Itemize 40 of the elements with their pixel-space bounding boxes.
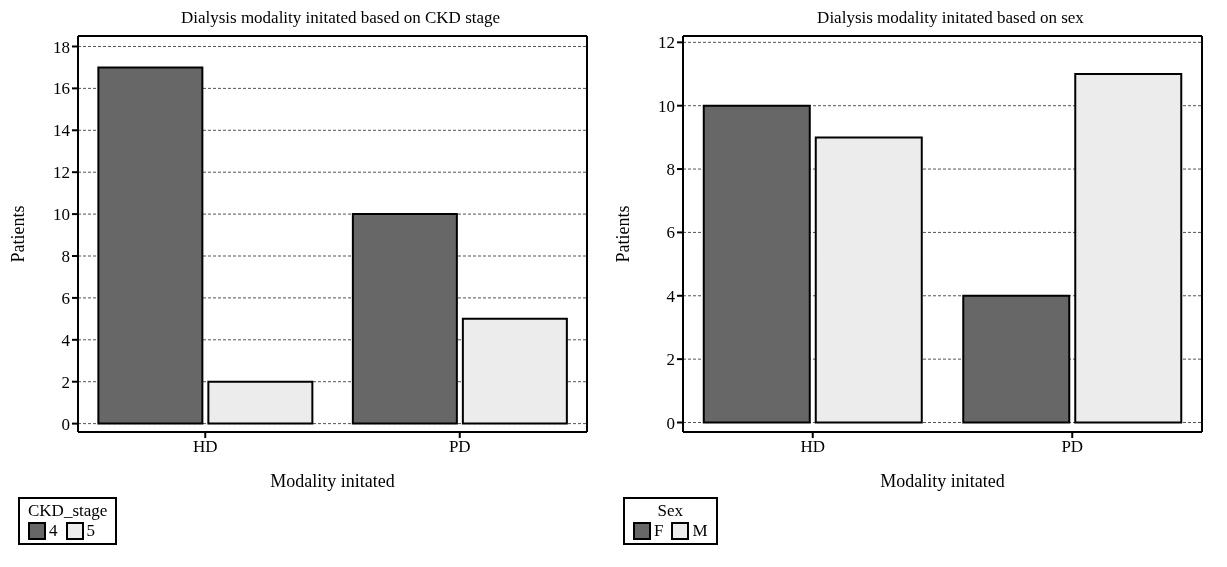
x-axis-title: Modality initated	[270, 471, 395, 491]
bar	[962, 294, 1071, 424]
chart-title: Dialysis modality initated based on CKD stage	[179, 8, 502, 29]
y-tick-label: 8	[61, 247, 70, 267]
y-tick-label: 2	[666, 350, 675, 370]
y-tick-label: 2	[61, 372, 70, 392]
legend-title: CKD_stage	[28, 501, 108, 521]
y-tick-label: 8	[666, 160, 675, 180]
y-tick-label: 4	[61, 330, 71, 350]
y-axis-title: Patients	[8, 205, 29, 263]
bar	[702, 104, 811, 424]
x-tick-label: PD	[448, 437, 471, 457]
y-tick-label: 0	[666, 413, 675, 433]
y-tick-label: 10	[53, 205, 70, 225]
y-tick-label: 12	[658, 33, 675, 53]
y-tick-label: 10	[658, 96, 675, 116]
bar	[351, 213, 458, 425]
legend-label: F	[653, 521, 664, 541]
bar	[97, 66, 204, 425]
y-tick-label: 6	[666, 223, 675, 243]
x-tick-label: HD	[800, 437, 826, 457]
y-tick-label: 16	[53, 79, 70, 99]
bar	[1074, 73, 1183, 424]
bar	[814, 136, 923, 424]
bar	[207, 380, 314, 425]
y-tick-label: 18	[53, 37, 70, 57]
y-tick-label: 12	[53, 163, 70, 183]
y-axis-title: Patients	[613, 205, 634, 263]
chart-title: Dialysis modality initated based on sex	[816, 8, 1085, 29]
bar	[461, 317, 568, 425]
y-tick-label: 4	[666, 286, 676, 306]
legend-label: 5	[85, 521, 95, 541]
x-axis-title: Modality initated	[880, 471, 1005, 491]
y-tick-label: 0	[61, 414, 70, 434]
y-tick-label: 14	[53, 121, 71, 141]
legend-label: M	[691, 521, 708, 541]
legend-title: Sex	[656, 501, 685, 521]
y-tick-label: 6	[61, 288, 70, 308]
x-tick-label: PD	[1061, 437, 1084, 457]
x-tick-label: HD	[192, 437, 218, 457]
